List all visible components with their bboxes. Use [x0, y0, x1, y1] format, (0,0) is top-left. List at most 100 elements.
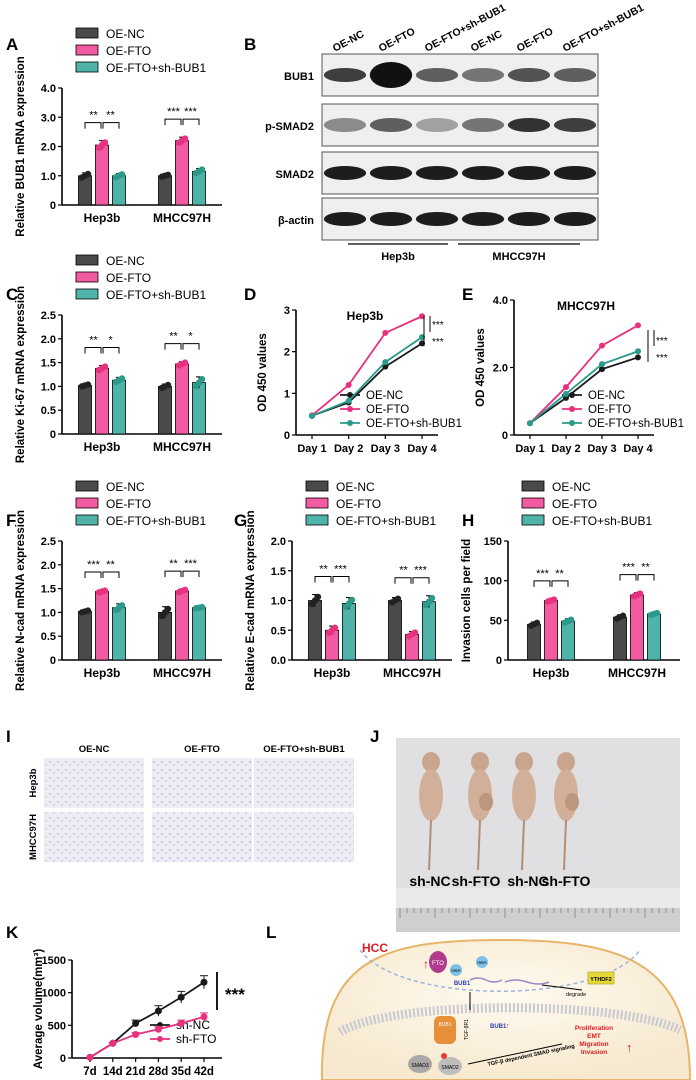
panel-letter-k: K	[6, 923, 19, 942]
legend-swatch	[521, 497, 545, 509]
sig-label: *	[188, 331, 193, 343]
blot-band	[507, 68, 551, 82]
sig-label: ***	[184, 106, 198, 118]
data-point	[635, 322, 641, 329]
panel-h-bar-chart: 0 50 100 150 Invasion cells per field OE-NC OE…	[461, 480, 680, 680]
bar	[112, 607, 126, 661]
data-point	[635, 354, 641, 361]
blot-frame	[321, 197, 599, 241]
data-point	[118, 171, 126, 178]
legend-label: OE-FTO	[588, 404, 631, 416]
bar	[630, 594, 644, 661]
data-point	[198, 375, 206, 383]
degrade-label: degrade	[566, 992, 586, 998]
sig-bracket	[164, 118, 182, 126]
x-tick-label: 42d	[194, 1066, 214, 1078]
data-point	[382, 359, 389, 366]
sig-label: ***	[656, 353, 668, 364]
data-point	[181, 359, 189, 366]
data-point	[132, 1019, 140, 1027]
outcome-label: Invasion	[581, 1049, 607, 1056]
y-tick-label: 0.5	[41, 631, 56, 643]
mouse-tail	[521, 819, 525, 871]
group-label: Hep3b	[84, 666, 121, 680]
up-arrow-bub1: ↑	[506, 1023, 510, 1030]
y-tick-label: 50	[490, 615, 502, 627]
group-label: MHCC97H	[153, 211, 211, 225]
m6a-mark-2	[476, 956, 488, 968]
mouse-tumor	[565, 793, 579, 811]
data-point	[636, 590, 644, 597]
group-label: MHCC97H	[153, 440, 211, 454]
mouse-head	[557, 752, 575, 772]
smad3	[408, 1055, 432, 1073]
sig-label: ***	[622, 562, 636, 574]
outcome-label: Migration	[579, 1041, 608, 1048]
y-tick-label: 0.0	[271, 655, 286, 667]
y-tick-label: 3.0	[41, 112, 56, 124]
x-tick-label: Day 2	[551, 443, 580, 455]
legend-label: OE-FTO	[106, 497, 151, 511]
bar	[342, 603, 356, 661]
legend-label: OE-NC	[106, 27, 145, 41]
blot-band	[461, 166, 505, 180]
legend-swatch	[75, 480, 99, 492]
bar	[527, 623, 541, 661]
legend-marker	[347, 406, 353, 412]
transwell-cells	[152, 758, 252, 808]
mrna-strand-2	[504, 979, 550, 985]
data-point	[200, 1013, 208, 1021]
bar	[175, 140, 189, 206]
panel-f-bar-chart: 0 0.5 1.0 1.5 2.0 2.5 Relative N-cad mRNA expr…	[15, 480, 222, 691]
y-tick-label: 3	[284, 305, 290, 317]
sig-bracket	[84, 122, 102, 129]
group-label: Hep3b	[84, 440, 121, 454]
data-point	[527, 420, 533, 427]
sig-label: **	[106, 110, 115, 122]
sig-bracket	[164, 343, 182, 350]
blot-band	[369, 212, 413, 226]
fto-label: FTO	[432, 961, 444, 967]
data-point	[109, 1039, 117, 1047]
x-tick-label: Day 1	[297, 443, 326, 455]
mouse-label: sh-NC	[507, 873, 548, 889]
data-point	[164, 171, 172, 179]
data-point	[331, 624, 339, 631]
bub1-mrna-label: BUB1	[454, 981, 471, 987]
data-point	[382, 363, 389, 370]
data-point	[314, 593, 322, 601]
sig-label: ***	[656, 336, 668, 347]
sig-label: ***	[184, 558, 198, 570]
transwell-cells	[44, 812, 144, 862]
panel-i-transwell-images: OE-NC OE-FTO OE-FTO+sh-BUB1 Hep3b MHCC97H	[28, 744, 354, 862]
row-label: β-actin	[278, 215, 314, 227]
row-label: SMAD2	[275, 169, 314, 181]
group-label: MHCC97H	[153, 666, 211, 680]
panel-g-bar-chart: 0.0 0.5 1.0 1.5 2.0 Relative E-cad mRNA expre…	[245, 480, 452, 691]
blot-band	[323, 118, 367, 132]
column-label: OE-FTO+sh-BUB1	[561, 2, 646, 55]
bar	[158, 612, 172, 661]
blot-band	[369, 62, 413, 88]
bar	[192, 382, 206, 435]
chart-title: MHCC97H	[557, 299, 615, 313]
sig-label: **	[169, 331, 178, 343]
m6a-label: m6A	[451, 968, 460, 973]
sig-bracket	[102, 346, 120, 354]
bar	[388, 600, 402, 661]
data-point	[181, 586, 189, 594]
sig-bracket	[164, 570, 182, 578]
legend-label: OE-FTO+sh-BUB1	[106, 288, 206, 302]
legend-marker	[347, 392, 353, 398]
sig-label: **	[399, 565, 408, 577]
bar	[175, 363, 189, 435]
bar	[78, 385, 92, 435]
blot-band	[507, 212, 551, 226]
y-axis-title: OD 450 values	[475, 328, 487, 407]
smad2	[438, 1057, 462, 1075]
sig-label: ***	[225, 985, 245, 1004]
panel-letter-g: G	[234, 511, 247, 530]
group-label: Hep3b	[84, 211, 121, 225]
